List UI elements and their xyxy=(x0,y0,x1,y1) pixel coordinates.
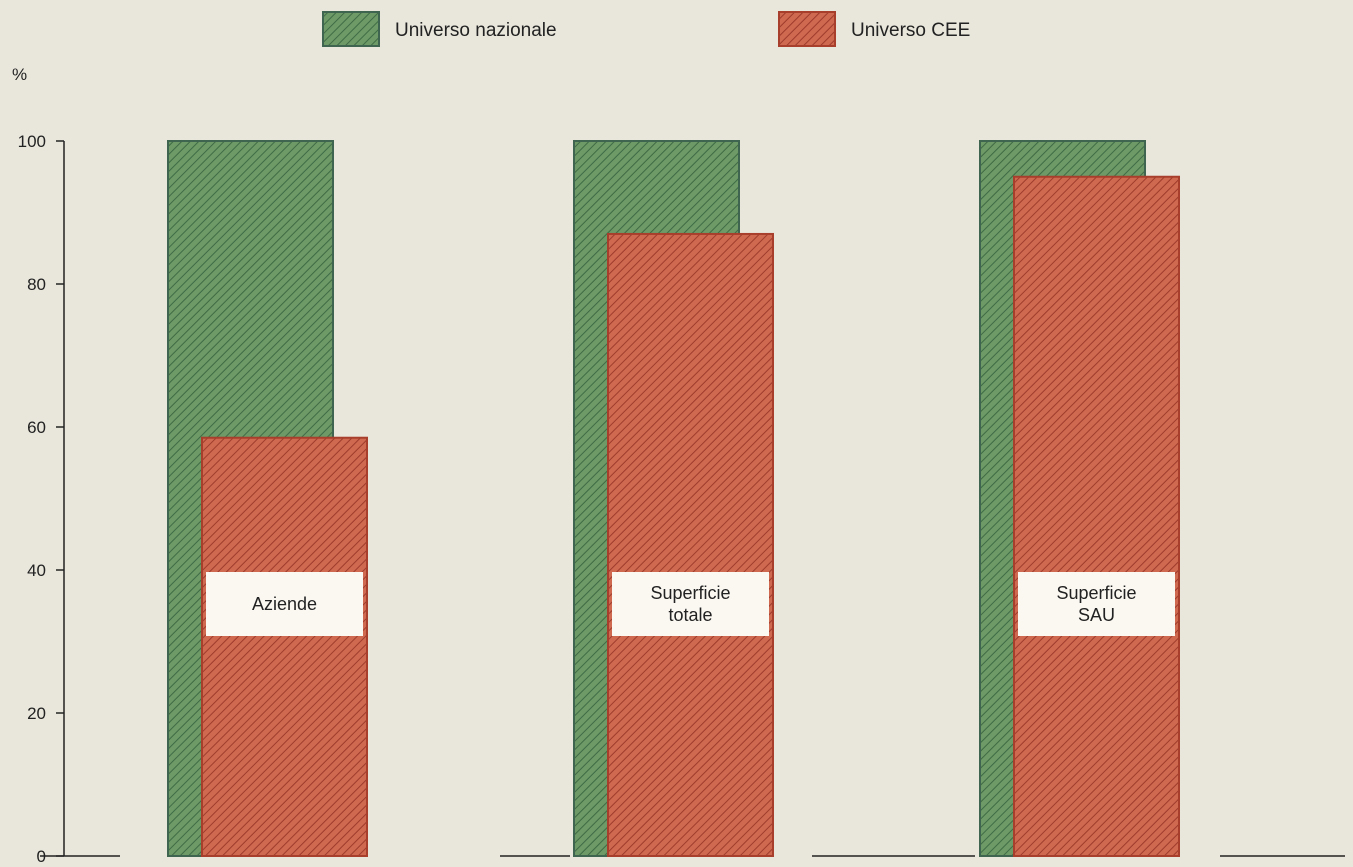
bar-universo-cee xyxy=(1013,175,1180,857)
category-label: totale xyxy=(668,605,712,625)
category-label: Superficie xyxy=(1056,583,1136,603)
bars xyxy=(167,140,1180,857)
legend-label: Universo nazionale xyxy=(395,20,557,41)
category-label-box xyxy=(612,572,769,636)
axes: 0 20 40 60 80 100% xyxy=(12,65,1345,866)
legend: Universo nazionale Universo CEE xyxy=(322,11,970,47)
y-tick-label: 60 xyxy=(27,418,46,437)
y-tick-label: 0 xyxy=(37,847,46,866)
category-label-box xyxy=(1018,572,1175,636)
y-tick-label: 100 xyxy=(18,132,46,151)
legend-label: Universo CEE xyxy=(851,20,970,41)
y-axis-label: % xyxy=(12,65,27,84)
category-label: Aziende xyxy=(252,594,317,614)
y-tick-label: 40 xyxy=(27,561,46,580)
category-label: Superficie xyxy=(650,583,730,603)
bar-universo-cee xyxy=(607,232,774,857)
y-tick-label: 20 xyxy=(27,704,46,723)
y-tick-label: 80 xyxy=(27,275,46,294)
bar-universo-cee xyxy=(201,436,368,857)
legend-swatch xyxy=(322,11,380,47)
legend-swatch xyxy=(778,11,836,47)
category-label: SAU xyxy=(1078,605,1115,625)
category-label-box xyxy=(206,572,363,636)
